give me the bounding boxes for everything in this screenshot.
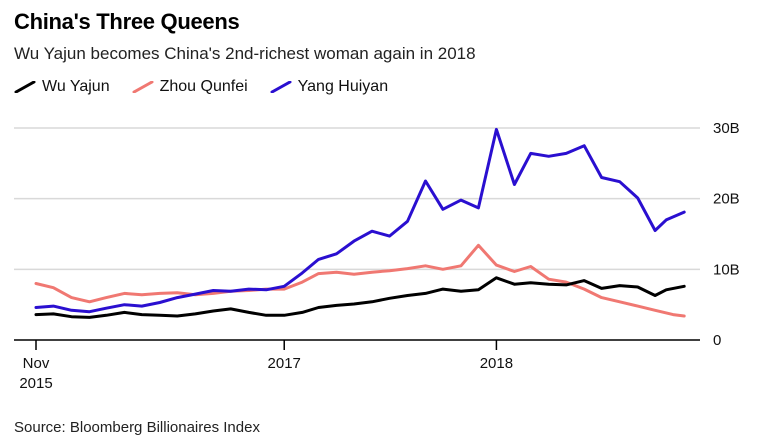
y-tick-label: 10B	[713, 261, 740, 278]
y-tick-label: 20B	[713, 191, 740, 208]
series-line-yang-huiyan	[34, 127, 686, 314]
x-tick-label: 2018	[480, 355, 513, 372]
legend-label-yang-huiyan: Yang Huiyan	[297, 78, 389, 95]
legend-item-yang-huiyan: Yang Huiyan	[270, 78, 388, 96]
series-line-zhou-qunfei	[34, 243, 686, 318]
y-tick-label: 0	[713, 332, 721, 349]
legend: Wu Yajun Zhou Qunfei Yang Huiyan	[14, 78, 410, 96]
x-tick-label: 2017	[268, 355, 301, 372]
source-note: Source: Bloomberg Billionaires Index	[14, 419, 260, 436]
legend-swatch-wu-yajun	[14, 81, 36, 93]
x-axis-labels: Nov 2015 2017 2018	[19, 340, 513, 392]
chart-subtitle: Wu Yajun becomes China's 2nd-richest wom…	[14, 44, 476, 63]
series-lines	[34, 127, 686, 319]
gridlines	[14, 127, 700, 271]
legend-swatch-yang-huiyan	[270, 81, 292, 93]
x-tick-label: Nov	[23, 355, 50, 372]
x-tick-label-year: 2015	[19, 375, 52, 392]
legend-label-wu-yajun: Wu Yajun	[42, 78, 110, 95]
legend-label-zhou-qunfei: Zhou Qunfei	[159, 78, 248, 95]
y-axis-labels: 0 10B 20B 30B	[713, 120, 740, 349]
series-line-wu-yajun	[34, 276, 686, 319]
legend-item-wu-yajun: Wu Yajun	[14, 78, 110, 96]
legend-swatch-zhou-qunfei	[132, 81, 154, 93]
legend-item-zhou-qunfei: Zhou Qunfei	[132, 78, 248, 96]
chart-title: China's Three Queens	[14, 9, 240, 34]
y-tick-label: 30B	[713, 120, 740, 137]
